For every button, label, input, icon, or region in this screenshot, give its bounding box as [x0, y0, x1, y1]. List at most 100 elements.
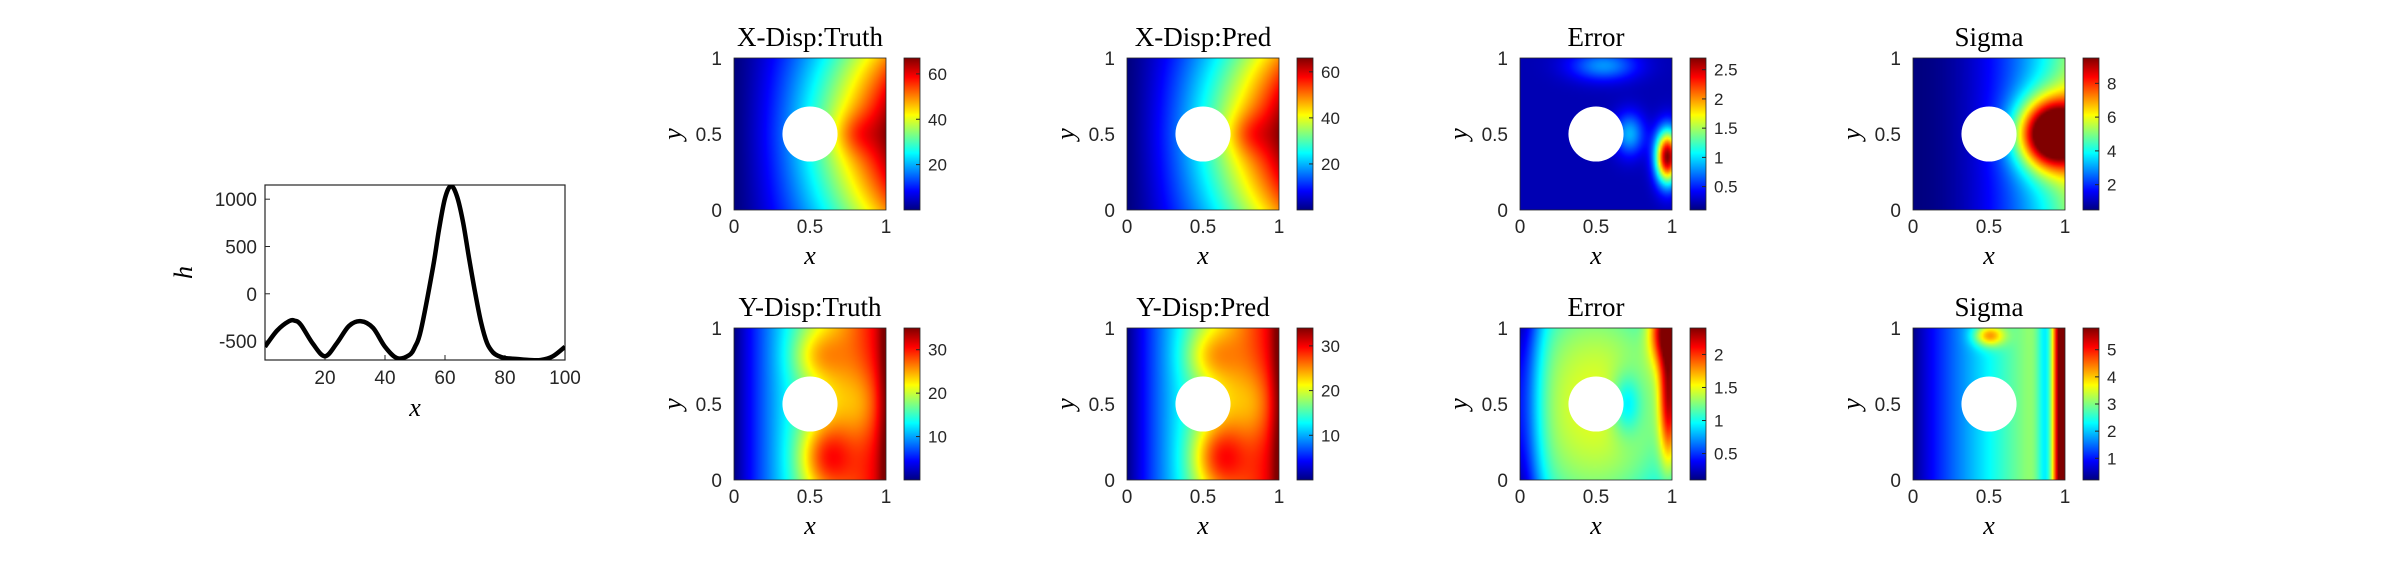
y-axis-label: y [658, 398, 687, 413]
x-tick-label: 1 [1667, 487, 1678, 508]
x-tick-label: 1 [881, 487, 892, 508]
x-tick-label: 1 [2060, 487, 2071, 508]
x-tick-label: 60 [434, 368, 455, 389]
plot-frame [733, 327, 887, 481]
x-axis-label: x [1196, 511, 1209, 540]
h-series-line [265, 185, 565, 360]
colorbar-tick-label: 1 [2107, 449, 2116, 468]
y-tick-label: 0.5 [1875, 395, 1901, 416]
x-tick-label: 0.5 [797, 487, 823, 508]
colorbar-tick-label: 20 [928, 384, 947, 403]
heatmap-panel-4: 0 0.5 1 0 0.5 1 Sigma x y 8 6 4 2 [1837, 22, 2116, 270]
y-tick-label: 0 [711, 471, 722, 492]
colorbar-tick-label: 20 [1321, 155, 1340, 174]
x-tick-label: 0 [729, 487, 740, 508]
hole [782, 376, 838, 432]
hole [1961, 376, 2017, 432]
y-axis-label: y [1444, 128, 1473, 143]
heatmap-panel-8: 0 0.5 1 0 0.5 1 Sigma x y 5 4 3 2 1 [1837, 292, 2116, 540]
colorbar [1296, 57, 1314, 211]
y-tick-label: 0.5 [1089, 395, 1115, 416]
panel-title: Error [1568, 22, 1625, 52]
x-axis-label: x [1982, 511, 1995, 540]
y-tick-label: 0.5 [696, 395, 722, 416]
panel-title: X-Disp:Truth [737, 22, 884, 52]
x-axis-label: x [1589, 241, 1602, 270]
y-axis-label: h [169, 266, 198, 279]
x-tick-label: 0 [1908, 217, 1919, 238]
x-axis-label: x [408, 393, 421, 422]
y-tick-label: 1 [1890, 319, 1901, 340]
x-tick-label: 1 [2060, 217, 2071, 238]
y-tick-label: 1 [1497, 49, 1508, 70]
x-axis-label: x [803, 511, 816, 540]
y-tick-label: 0.5 [1089, 125, 1115, 146]
colorbar [1689, 57, 1707, 211]
x-axis-label: x [803, 241, 816, 270]
plot-frame [1126, 57, 1280, 211]
x-tick-label: 0.5 [1976, 487, 2002, 508]
hole [1568, 376, 1624, 432]
colorbar-tick-label: 30 [1321, 337, 1340, 356]
colorbar-tick-label: 1 [1714, 412, 1723, 431]
x-tick-label: 1 [1274, 217, 1285, 238]
heatmap-panel-2: 0 0.5 1 0 0.5 1 X-Disp:Pred x y 60 40 20 [1051, 22, 1340, 270]
y-tick-label: -500 [219, 332, 257, 353]
plot-frame [1912, 57, 2066, 211]
y-tick-label: 0 [1890, 471, 1901, 492]
colorbar-tick-label: 30 [928, 341, 947, 360]
x-tick-label: 0 [1515, 217, 1526, 238]
colorbar [2082, 57, 2100, 211]
y-tick-label: 500 [225, 237, 257, 258]
x-tick-label: 0.5 [1583, 487, 1609, 508]
plot-frame [264, 184, 566, 361]
hole [1175, 376, 1231, 432]
y-tick-label: 0 [711, 201, 722, 222]
colorbar-tick-label: 1.5 [1714, 378, 1738, 397]
panel-title: Y-Disp:Truth [738, 292, 882, 322]
panel-title: Sigma [1954, 292, 2023, 322]
y-tick-label: 0 [1497, 201, 1508, 222]
colorbar-tick-label: 60 [928, 65, 947, 84]
y-axis-label: y [1837, 398, 1866, 413]
x-tick-label: 20 [314, 368, 335, 389]
colorbar-tick-label: 10 [928, 428, 947, 447]
x-tick-label: 0 [729, 217, 740, 238]
y-tick-label: 0.5 [1482, 125, 1508, 146]
colorbar-tick-label: 0.5 [1714, 178, 1738, 197]
colorbar-tick-label: 5 [2107, 341, 2116, 360]
heatmap-panel-1: 0 0.5 1 0 0.5 1 X-Disp:Truth x y 60 40 20 [658, 22, 947, 270]
x-tick-label: 0 [1908, 487, 1919, 508]
x-tick-label: 0 [1515, 487, 1526, 508]
plot-frame [1912, 327, 2066, 481]
x-tick-label: 0.5 [797, 217, 823, 238]
x-axis-label: x [1196, 241, 1209, 270]
colorbar-tick-label: 2 [2107, 422, 2116, 441]
x-tick-label: 0.5 [1976, 217, 2002, 238]
x-tick-label: 0 [1122, 217, 1133, 238]
panel-title: Sigma [1954, 22, 2023, 52]
x-tick-label: 0.5 [1190, 487, 1216, 508]
hole [1175, 106, 1231, 162]
x-tick-label: 1 [1274, 487, 1285, 508]
y-axis-label: y [1444, 398, 1473, 413]
colorbar-tick-label: 1.5 [1714, 119, 1738, 138]
y-tick-label: 1 [1104, 49, 1115, 70]
colorbar-tick-label: 4 [2107, 368, 2116, 387]
y-tick-label: 1000 [215, 190, 257, 211]
x-tick-label: 0 [1122, 487, 1133, 508]
x-tick-label: 1 [1667, 217, 1678, 238]
line-chart-panel: 20 40 60 80 100 1000 500 0 -500 x h [169, 184, 581, 422]
hole [782, 106, 838, 162]
y-tick-label: 0.5 [1482, 395, 1508, 416]
colorbar-tick-label: 6 [2107, 108, 2116, 127]
x-tick-label: 100 [549, 368, 581, 389]
x-tick-label: 0.5 [1190, 217, 1216, 238]
x-tick-label: 80 [494, 368, 515, 389]
x-axis-label: x [1589, 511, 1602, 540]
x-tick-label: 40 [374, 368, 395, 389]
hole [1961, 106, 2017, 162]
